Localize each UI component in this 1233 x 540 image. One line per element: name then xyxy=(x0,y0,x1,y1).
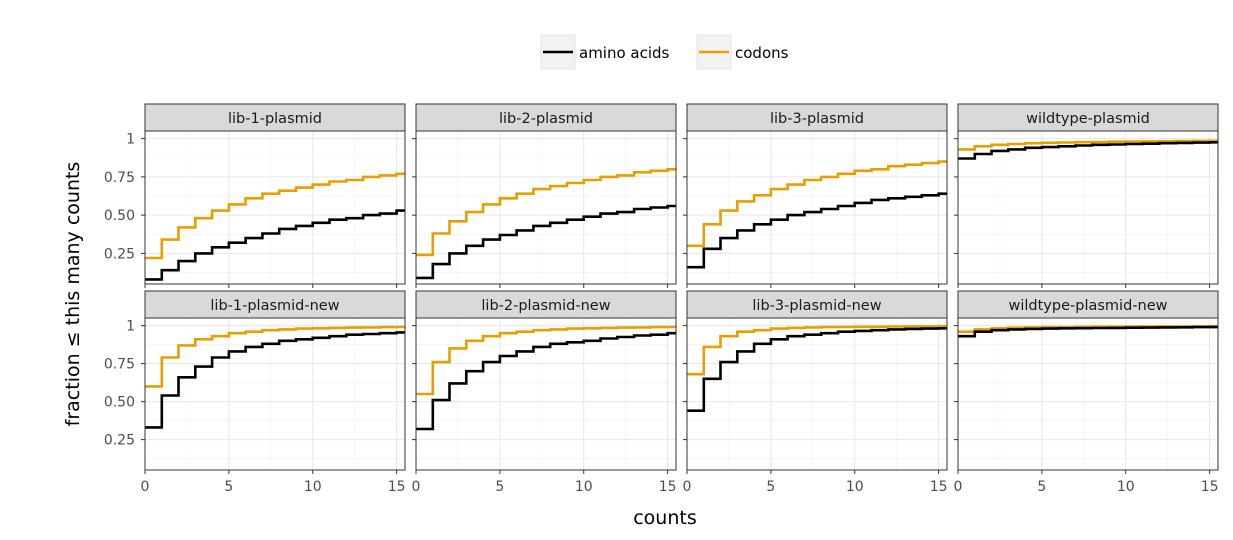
legend: amino acids codons xyxy=(540,34,789,70)
y-tick-label: 1 xyxy=(126,132,135,148)
facet-panel-6: lib-3-plasmid-new 0 5 10 15 xyxy=(683,290,948,495)
series-line-codons xyxy=(687,160,947,248)
plot-frame xyxy=(415,317,677,471)
plot-area xyxy=(416,318,676,470)
facet-strip xyxy=(415,103,677,132)
plot-frame xyxy=(957,130,1219,285)
y-tick-label: 0.50 xyxy=(104,208,135,224)
facet-title: wildtype-plasmid-new xyxy=(1009,298,1168,314)
series-line-codons xyxy=(958,139,1218,151)
facet-title: lib-1-plasmid xyxy=(228,111,322,127)
x-tick-label: 5 xyxy=(495,479,504,495)
series-line-amino-acids xyxy=(958,141,1218,160)
series-line-amino-acids xyxy=(687,327,947,412)
series-line-codons xyxy=(416,325,676,396)
x-tick-label: 5 xyxy=(224,479,233,495)
plot-frame xyxy=(686,317,948,471)
facet-title: lib-2-plasmid-new xyxy=(481,298,610,314)
plot-area xyxy=(145,318,405,470)
plot-frame xyxy=(144,130,406,285)
x-tick-label: 0 xyxy=(954,479,963,495)
x-tick-label: 15 xyxy=(659,479,677,495)
plot-area xyxy=(416,131,676,284)
x-tick-label: 5 xyxy=(1037,479,1046,495)
y-tick-label: 0.25 xyxy=(104,433,135,449)
series-line-amino-acids xyxy=(145,209,405,281)
plot-frame xyxy=(957,317,1219,471)
series-line-amino-acids xyxy=(958,325,1218,338)
x-axis-title: counts xyxy=(633,507,697,529)
plot-frame xyxy=(415,130,677,285)
x-tick-label: 5 xyxy=(766,479,775,495)
plot-frame xyxy=(144,317,406,471)
facet-strip xyxy=(686,103,948,132)
plot-area xyxy=(145,131,405,284)
y-tick-label: 0.50 xyxy=(104,395,135,411)
series-line-codons xyxy=(145,325,405,388)
series-line-amino-acids xyxy=(145,331,405,429)
series-line-codons xyxy=(687,324,947,376)
legend-label-1: codons xyxy=(735,44,789,62)
facet-strip xyxy=(686,290,948,319)
axis-labels: counts fraction ≤ this many counts xyxy=(62,162,697,529)
facet-title: wildtype-plasmid xyxy=(1026,111,1150,127)
x-tick-label: 15 xyxy=(388,479,406,495)
series-line-amino-acids xyxy=(416,204,676,280)
facet-strip xyxy=(415,290,677,319)
x-tick-label: 10 xyxy=(575,479,593,495)
facet-panel-1: lib-2-plasmid xyxy=(412,103,677,288)
facet-panel-3: wildtype-plasmid xyxy=(954,103,1219,288)
series-line-amino-acids xyxy=(687,192,947,269)
series-line-codons xyxy=(416,168,676,257)
x-tick-label: 10 xyxy=(304,479,322,495)
y-tick-label: 0.75 xyxy=(104,170,135,186)
facet-panel-2: lib-3-plasmid xyxy=(683,103,948,288)
x-tick-label: 0 xyxy=(412,479,421,495)
facet-panel-7: wildtype-plasmid-new 0 5 10 15 xyxy=(954,290,1219,495)
facet-panel-0: lib-1-plasmid 0.25 0.50 0.75 1 xyxy=(104,103,406,288)
facet-title: lib-1-plasmid-new xyxy=(210,298,339,314)
x-tick-label: 0 xyxy=(683,479,692,495)
series-line-codons xyxy=(145,172,405,260)
y-tick-label: 0.75 xyxy=(104,357,135,373)
y-axis-title: fraction ≤ this many counts xyxy=(62,162,84,427)
facet-panel-5: lib-2-plasmid-new 0 5 10 15 xyxy=(412,290,677,495)
facet-title: lib-3-plasmid xyxy=(770,111,864,127)
x-tick-label: 15 xyxy=(930,479,948,495)
plot-frame xyxy=(686,130,948,285)
x-tick-label: 15 xyxy=(1201,479,1219,495)
x-tick-label: 0 xyxy=(141,479,150,495)
plot-area xyxy=(958,318,1218,470)
plot-area xyxy=(687,318,947,470)
plot-area xyxy=(958,131,1218,284)
plot-area xyxy=(687,131,947,284)
facet-title: lib-2-plasmid xyxy=(499,111,593,127)
y-tick-label: 0.25 xyxy=(104,246,135,262)
facet-strip xyxy=(144,103,406,132)
y-tick-label: 1 xyxy=(126,319,135,335)
x-tick-label: 10 xyxy=(1117,479,1135,495)
facet-panels: lib-1-plasmid 0.25 0.50 0.75 1 lib-2-plasmid l… xyxy=(104,103,1219,495)
legend-label-0: amino acids xyxy=(579,44,670,62)
facet-title: lib-3-plasmid-new xyxy=(752,298,881,314)
series-line-amino-acids xyxy=(416,331,676,431)
facet-strip xyxy=(957,103,1219,132)
x-tick-label: 10 xyxy=(846,479,864,495)
